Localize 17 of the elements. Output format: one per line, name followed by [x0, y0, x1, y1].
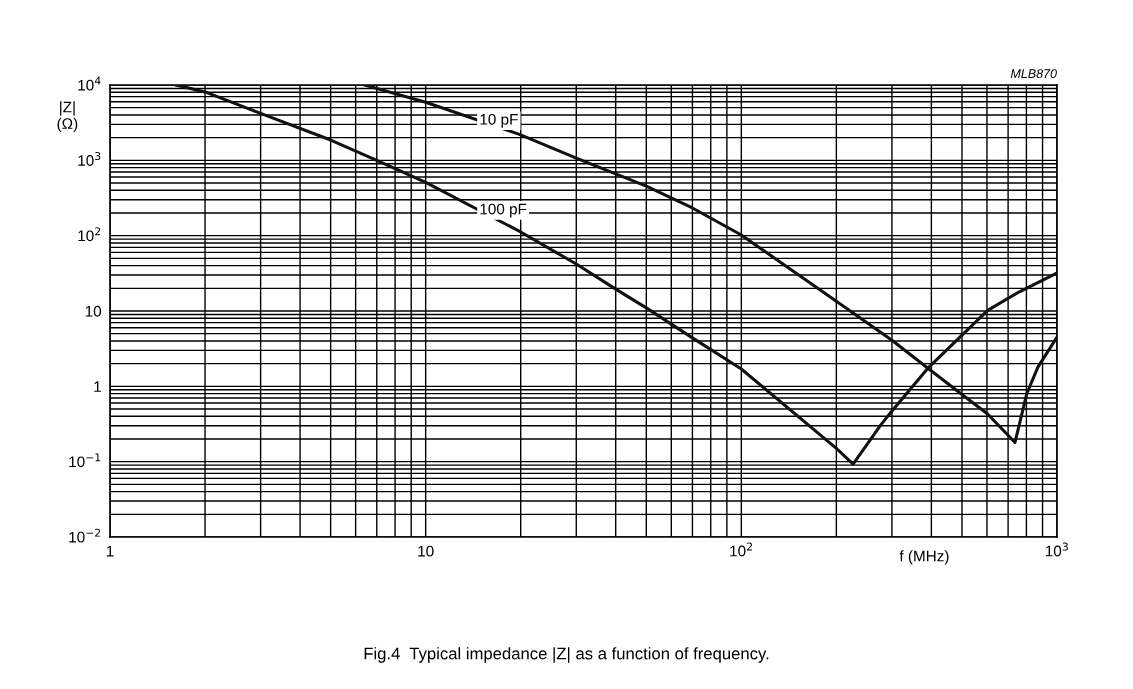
- text: MLB870: [1010, 69, 1057, 79]
- y-tick-label: 10: [85, 305, 102, 317]
- y-tick-label: 10$^{−1}$: [69, 453, 101, 468]
- y-tick-label: 1: [94, 381, 101, 392]
- series-label: 100 pF: [480, 203, 527, 218]
- y-tick-label: 10$^{4}$: [78, 76, 101, 91]
- series-label: 10 pF: [480, 113, 518, 128]
- y-tick-label: 10$^{−2}$: [69, 528, 101, 543]
- caption: Fig.4 Typical impedance |Z| as a function of frequency.: [364, 647, 769, 663]
- x-tick-label: 10$^{2}$: [730, 542, 752, 557]
- x-tick-label: 1: [106, 545, 114, 557]
- x-tick-label: 10$^{3}$: [1045, 542, 1068, 557]
- y-tick-label: 10$^{2}$: [78, 227, 101, 242]
- y-axis-title: |Z| (Ω): [57, 101, 78, 133]
- y-tick-label: 10$^{3}$: [78, 151, 101, 166]
- x-axis-title: f (MHz): [899, 550, 949, 565]
- x-tick-label: 10: [418, 545, 434, 557]
